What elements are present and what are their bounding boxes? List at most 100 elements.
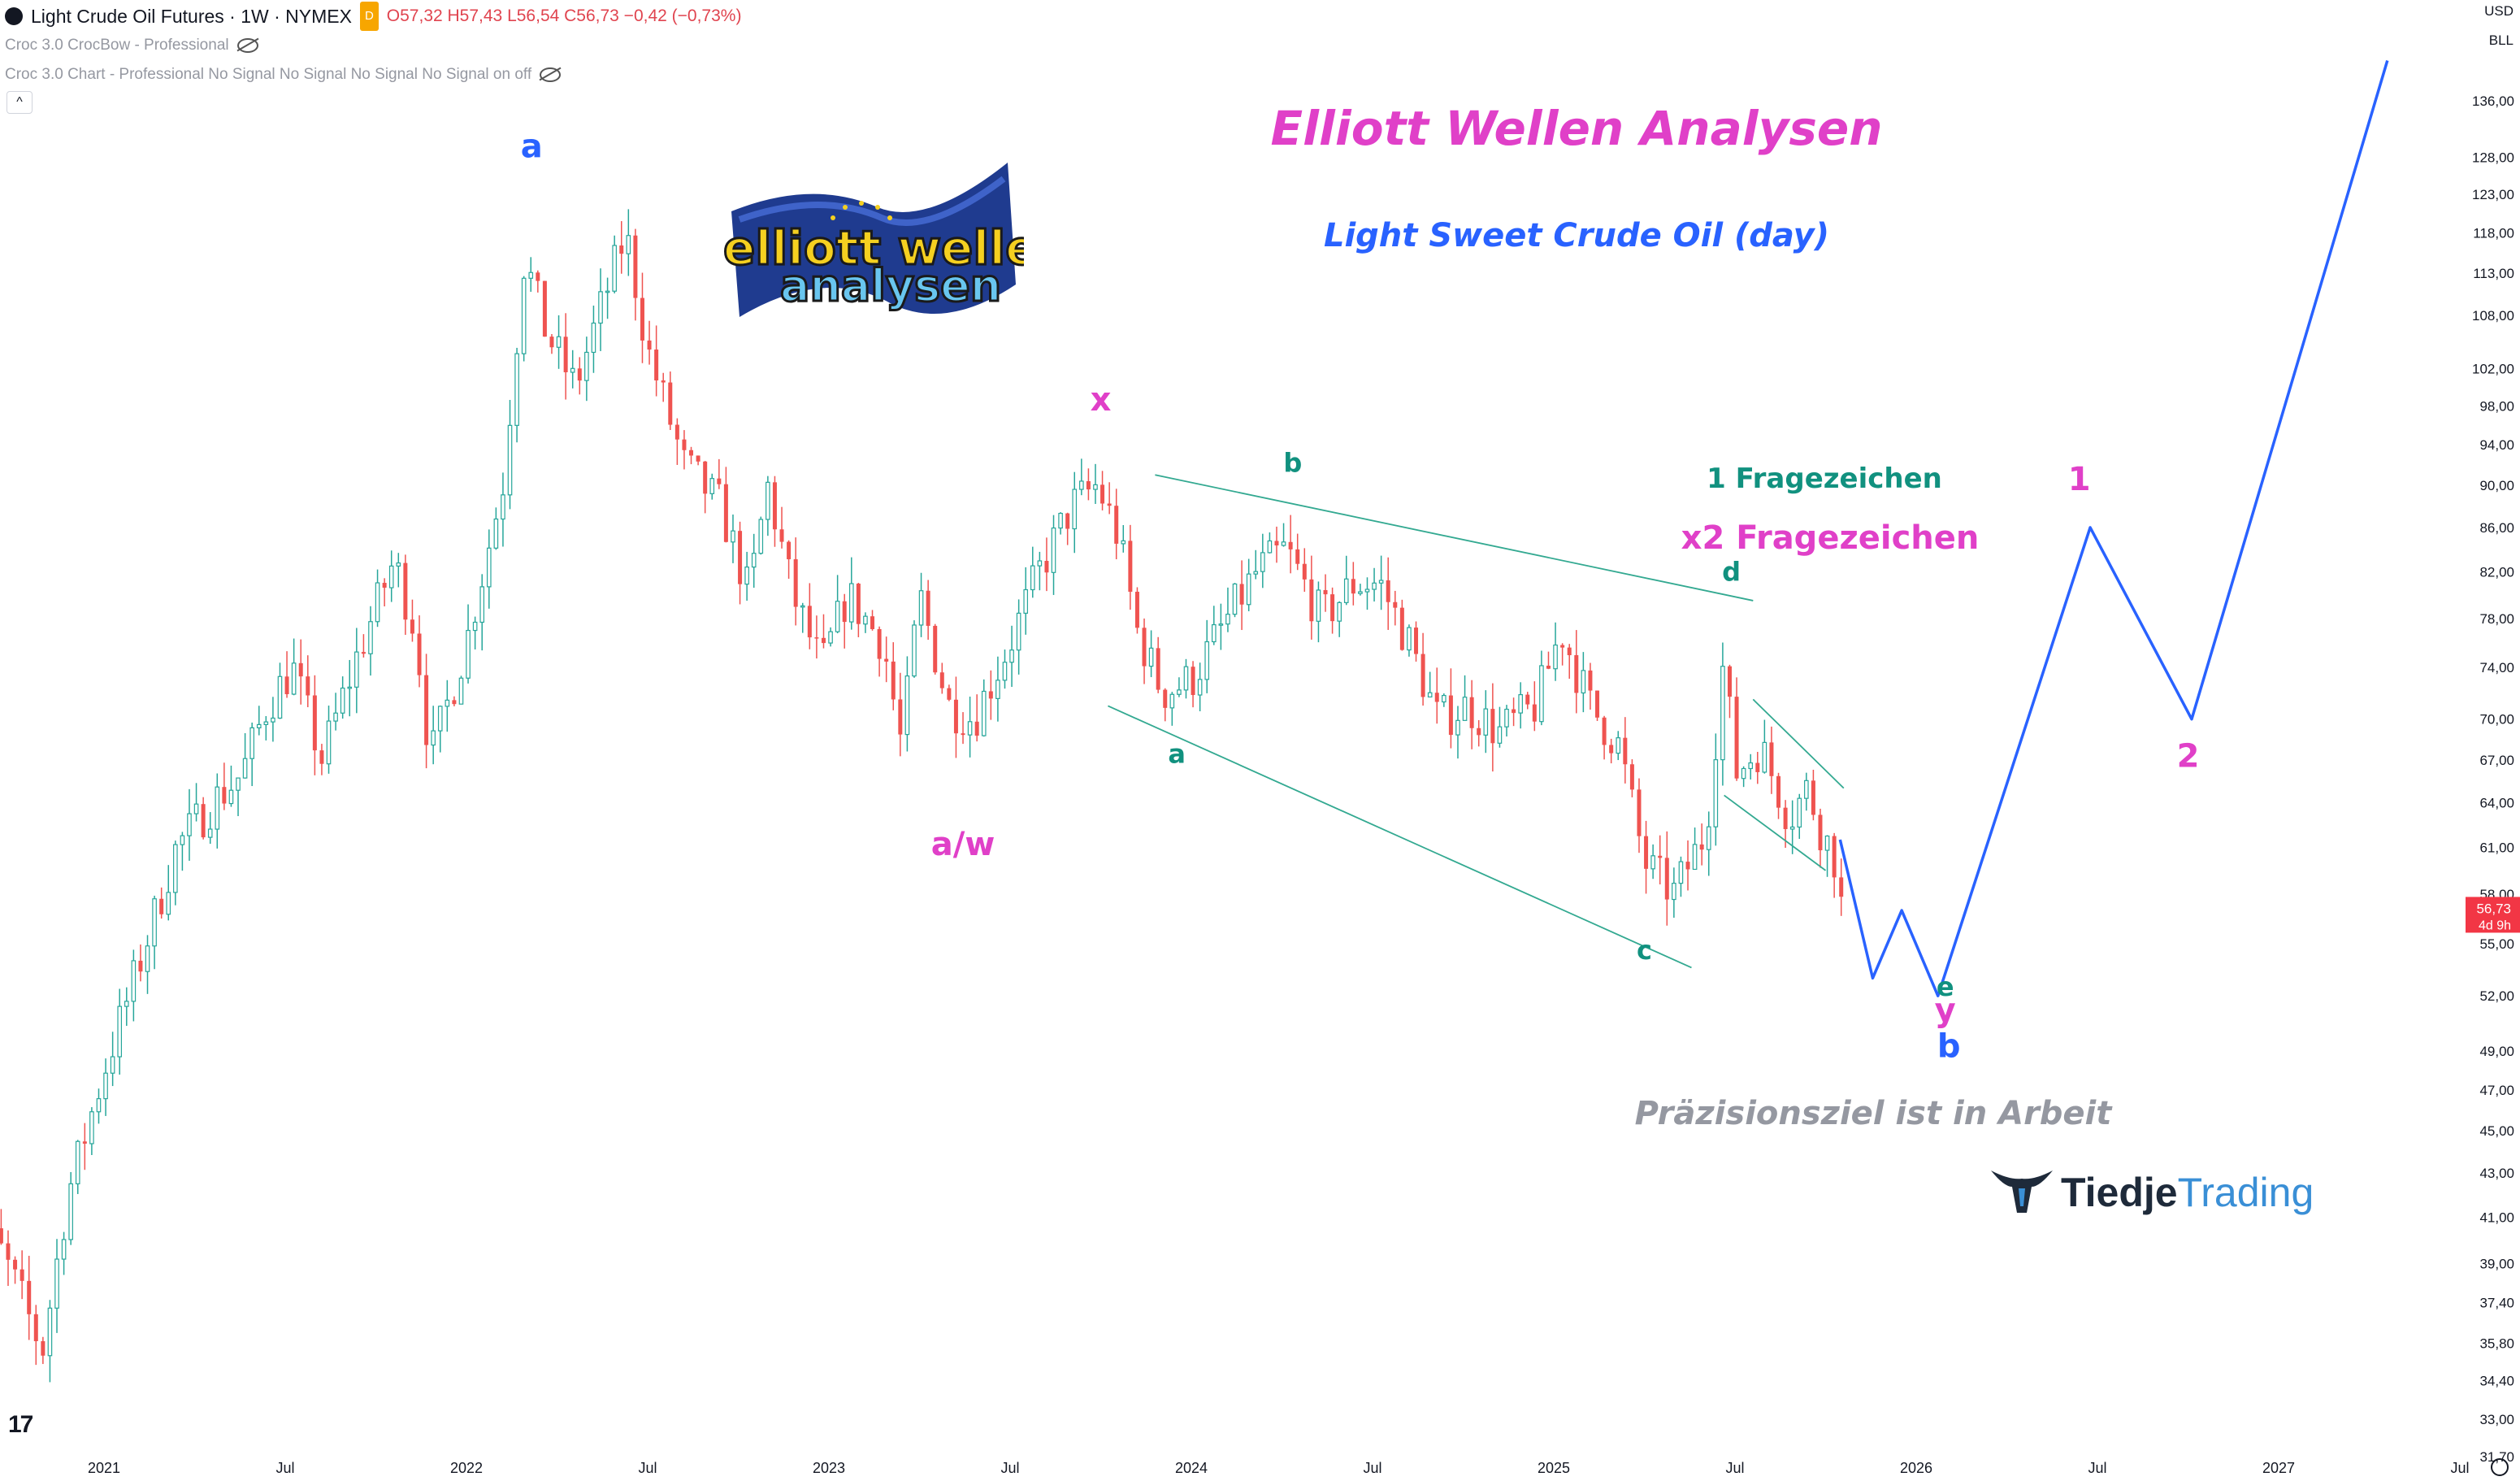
candle-body <box>242 758 248 779</box>
candle-body <box>452 700 457 705</box>
indicator-name[interactable]: Croc 3.0 CrocBow - Professional <box>5 37 229 54</box>
candle-body <box>361 652 366 654</box>
candle-body <box>306 676 310 696</box>
candle-body <box>835 601 840 632</box>
candle-body <box>124 1001 129 1007</box>
candle-body <box>68 1183 73 1240</box>
candle-body <box>1490 709 1495 744</box>
candle-body <box>1134 592 1139 628</box>
candle-body <box>1197 679 1203 696</box>
candle-body <box>166 892 171 915</box>
candle-body <box>1037 560 1043 567</box>
candle-body <box>1225 614 1230 625</box>
hidden-eye-icon[interactable] <box>236 38 258 53</box>
candle-body <box>1100 484 1105 504</box>
candle-body <box>744 566 749 585</box>
time-tick-label: 2027 <box>2262 1460 2295 1476</box>
candle-body <box>1023 588 1029 615</box>
candle-body <box>1720 666 1725 761</box>
chart-titles: Elliott Wellen Analysen Light Sweet Crude… <box>1270 101 2113 1132</box>
time-tick-label: 2022 <box>450 1460 483 1476</box>
price-tick-label: 49,00 <box>2479 1044 2514 1059</box>
candle-body <box>828 631 833 644</box>
candle-body <box>891 661 896 700</box>
candle-body <box>772 482 777 530</box>
price-tick-label: 123,00 <box>2472 187 2514 202</box>
candle-body <box>766 481 770 520</box>
candle-body <box>682 439 687 450</box>
candle-body <box>779 529 784 542</box>
indicator-row-1: Croc 3.0 CrocBow - Professional <box>5 31 741 60</box>
candle-body <box>1309 579 1314 622</box>
candle-body <box>1058 512 1063 529</box>
candle-body <box>1455 719 1460 736</box>
time-tick-label: 2023 <box>813 1460 845 1476</box>
candle-body <box>312 695 317 751</box>
candle-body <box>375 582 380 623</box>
candle-body <box>918 590 924 626</box>
candle-body <box>347 686 353 689</box>
collapse-legend-button[interactable]: ^ <box>7 91 33 114</box>
candle-body <box>1274 541 1279 546</box>
tradingview-logo[interactable]: 17 <box>8 1411 33 1438</box>
candle-body <box>1378 580 1384 584</box>
candle-body <box>926 590 930 626</box>
candle-body <box>1685 862 1690 870</box>
unit-label[interactable]: BLL <box>2488 33 2513 48</box>
candle-body <box>1407 627 1412 651</box>
price-tick-label: 102,00 <box>2472 361 2514 376</box>
candle-body <box>1051 527 1056 573</box>
candle-body <box>75 1140 80 1184</box>
candle-body <box>96 1098 102 1113</box>
currency-label[interactable]: USD <box>2484 3 2513 19</box>
candle-body <box>689 450 694 456</box>
price-tick-label: 90,00 <box>2479 478 2514 493</box>
candle-body <box>933 625 938 673</box>
candle-body <box>54 1258 59 1309</box>
chart-legend: Light Crude Oil Futures · 1W · NYMEX D O… <box>5 2 741 89</box>
gear-icon[interactable] <box>2491 1458 2509 1476</box>
candle-body <box>117 1005 123 1058</box>
candle-body <box>633 235 638 298</box>
candle-body <box>1755 762 1760 772</box>
price-tick-label: 94,00 <box>2479 437 2514 453</box>
time-tick-label: Jul <box>638 1460 657 1476</box>
candle-body <box>974 721 979 736</box>
countdown-label: 4d 9h <box>2479 919 2511 932</box>
price-tick-label: 78,00 <box>2479 611 2514 627</box>
candle-body <box>1532 704 1537 722</box>
candle-body <box>354 651 359 688</box>
candle-body <box>333 712 338 722</box>
candle-body <box>61 1239 67 1260</box>
candle-body <box>1713 759 1719 827</box>
candle-body <box>1588 670 1593 691</box>
candle-body <box>1477 727 1481 736</box>
candle-body <box>1156 648 1160 690</box>
candle-body <box>1093 484 1098 490</box>
hidden-eye-icon[interactable] <box>540 67 562 82</box>
candle-body <box>549 337 554 348</box>
candle-body <box>1288 541 1293 549</box>
candle-body <box>1163 689 1168 708</box>
price-tick-label: 98,00 <box>2479 398 2514 414</box>
candle-body <box>814 637 819 639</box>
candle-body <box>1462 697 1468 721</box>
wave-label: 2 <box>2177 737 2200 775</box>
delayed-badge: D <box>359 2 379 31</box>
candle-body <box>1706 826 1711 850</box>
candle-body <box>0 1228 3 1244</box>
candle-body <box>563 337 568 372</box>
indicator-name[interactable]: Croc 3.0 Chart - Professional No Signal … <box>5 66 532 83</box>
candle-body <box>912 624 917 677</box>
candle-body <box>1246 573 1251 606</box>
candle-body <box>863 615 868 625</box>
projection-path <box>1838 60 2389 997</box>
symbol-title[interactable]: Light Crude Oil Futures · 1W · NYMEX <box>31 6 352 27</box>
price-tick-label: 41,00 <box>2479 1210 2514 1225</box>
candle-body <box>800 605 805 608</box>
wave-label: a <box>1168 738 1186 769</box>
candle-body <box>228 789 234 805</box>
candle-body <box>445 699 450 707</box>
